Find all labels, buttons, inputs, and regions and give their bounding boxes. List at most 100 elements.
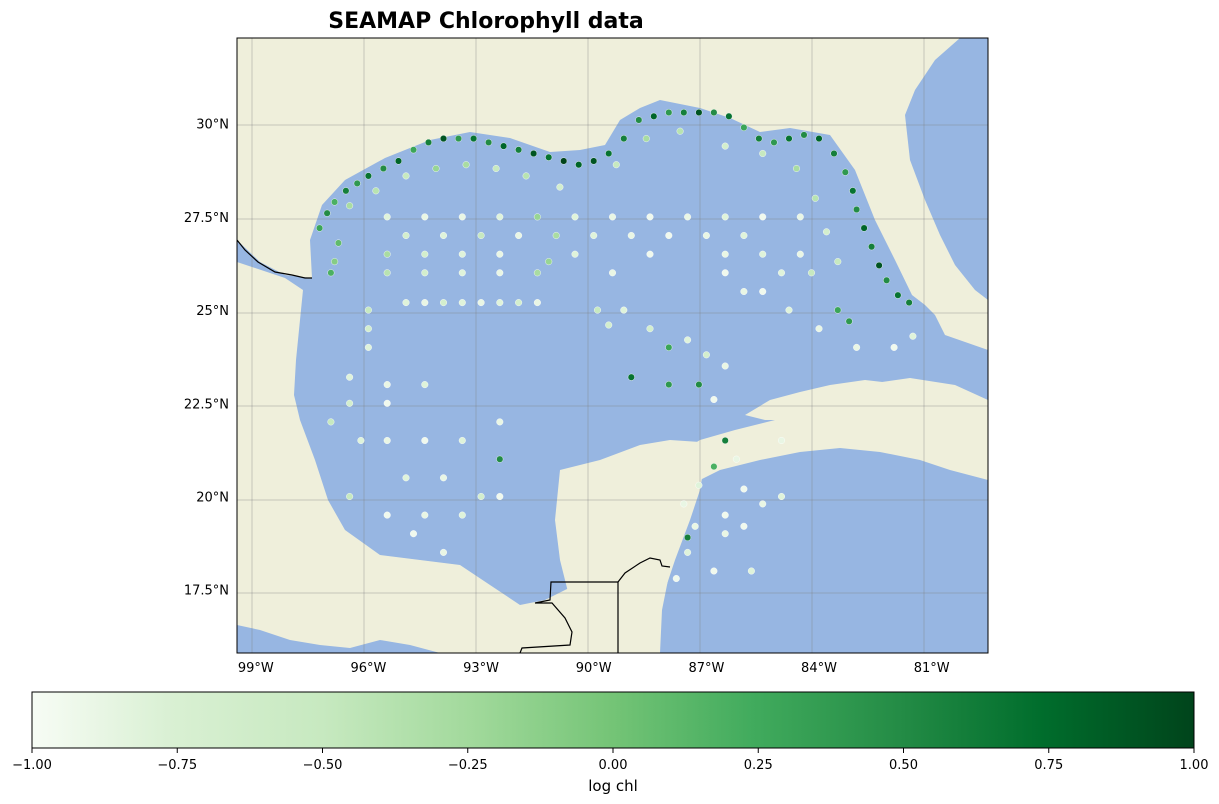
chlorophyll-point bbox=[702, 231, 710, 239]
map-frame bbox=[236, 37, 989, 654]
chlorophyll-point bbox=[695, 108, 703, 116]
map-gridlines bbox=[237, 38, 988, 653]
longitude-tick-labels: 99°W 96°W 93°W 90°W 87°W 84°W 81°W bbox=[238, 661, 950, 676]
chlorophyll-point bbox=[364, 306, 372, 314]
chlorophyll-point bbox=[522, 172, 530, 180]
chlorophyll-point bbox=[665, 108, 673, 116]
chlorophyll-point bbox=[477, 299, 485, 307]
chlorophyll-point bbox=[485, 138, 493, 146]
chlorophyll-point bbox=[890, 343, 898, 351]
chlorophyll-point bbox=[421, 299, 429, 307]
chlorophyll-point bbox=[383, 511, 391, 519]
chlorophyll-point bbox=[402, 474, 410, 482]
chlorophyll-point bbox=[759, 288, 767, 296]
chlorophyll-point bbox=[849, 187, 857, 195]
chlorophyll-point bbox=[383, 437, 391, 445]
chlorophyll-point bbox=[421, 511, 429, 519]
chlorophyll-point bbox=[496, 493, 504, 501]
chlorophyll-point bbox=[477, 231, 485, 239]
chlorophyll-point bbox=[515, 299, 523, 307]
chlorophyll-point bbox=[721, 511, 729, 519]
chlorophyll-point bbox=[909, 332, 917, 340]
chlorophyll-point bbox=[853, 343, 861, 351]
chlorophyll-point bbox=[590, 231, 598, 239]
chlorophyll-point bbox=[410, 530, 418, 538]
chlorophyll-point bbox=[500, 142, 508, 150]
chlorophyll-point bbox=[815, 325, 823, 333]
chlorophyll-point bbox=[759, 149, 767, 157]
chlorophyll-point bbox=[575, 161, 583, 169]
chlorophyll-point bbox=[684, 213, 692, 221]
longitude-tick-label: 96°W bbox=[350, 661, 386, 676]
chlorophyll-point bbox=[646, 325, 654, 333]
chlorophyll-point bbox=[383, 269, 391, 277]
chlorophyll-point bbox=[665, 381, 673, 389]
chlorophyll-point bbox=[357, 437, 365, 445]
chlorophyll-point bbox=[545, 153, 553, 161]
colorbar-tick-label: 0.25 bbox=[744, 758, 773, 773]
chlorophyll-point bbox=[721, 213, 729, 221]
chlorophyll-point bbox=[747, 567, 755, 575]
latitude-tick-label: 20°N bbox=[196, 491, 229, 506]
chlorophyll-point bbox=[740, 485, 748, 493]
chlorophyll-point bbox=[650, 112, 658, 120]
chlorophyll-point bbox=[642, 135, 650, 143]
chlorophyll-point bbox=[808, 269, 816, 277]
chlorophyll-point bbox=[346, 202, 354, 210]
chlorophyll-point bbox=[331, 258, 339, 266]
chlorophyll-point bbox=[740, 231, 748, 239]
longitude-tick-label: 93°W bbox=[463, 661, 499, 676]
chlorophyll-point bbox=[316, 224, 324, 232]
chlorophyll-point bbox=[883, 276, 891, 284]
chlorophyll-point bbox=[364, 343, 372, 351]
chlorophyll-point bbox=[421, 213, 429, 221]
chlorophyll-point bbox=[778, 493, 786, 501]
us-mexico-border bbox=[237, 239, 312, 279]
chlorophyll-point bbox=[684, 548, 692, 556]
chlorophyll-point bbox=[440, 231, 448, 239]
colorbar: −1.00 −0.75 −0.50 −0.25 0.00 0.25 0.50 0.75 1.00… bbox=[12, 691, 1208, 795]
chlorophyll-point bbox=[458, 250, 466, 258]
chlorophyll-point bbox=[323, 209, 331, 217]
chlorophyll-point bbox=[421, 437, 429, 445]
chlorophyll-point bbox=[571, 213, 579, 221]
chlorophyll-point bbox=[383, 213, 391, 221]
yucatan-peninsula bbox=[555, 440, 705, 605]
chlorophyll-point bbox=[740, 522, 748, 530]
latitude-tick-label: 25°N bbox=[196, 304, 229, 319]
mexico-guatemala-border bbox=[519, 581, 619, 653]
chlorophyll-point bbox=[556, 183, 564, 191]
chlorophyll-point bbox=[695, 381, 703, 389]
chlorophyll-point bbox=[496, 269, 504, 277]
chlorophyll-point bbox=[845, 317, 853, 325]
chlorophyll-point bbox=[796, 213, 804, 221]
chlorophyll-point bbox=[496, 250, 504, 258]
chlorophyll-point bbox=[496, 455, 504, 463]
colorbar-tick-label: −1.00 bbox=[12, 758, 52, 773]
chlorophyll-point bbox=[778, 269, 786, 277]
atlantic-ocean bbox=[905, 38, 988, 300]
chlorophyll-point bbox=[327, 418, 335, 426]
latitude-tick-label: 30°N bbox=[196, 118, 229, 133]
chlorophyll-point bbox=[759, 213, 767, 221]
chlorophyll-point bbox=[627, 373, 635, 381]
chlorophyll-point bbox=[552, 231, 560, 239]
latitude-tick-labels: 17.5°N 20°N 22.5°N 25°N 27.5°N 30°N bbox=[184, 118, 229, 599]
chlorophyll-point bbox=[684, 336, 692, 344]
chlorophyll-point bbox=[823, 228, 831, 236]
scatter-points bbox=[316, 108, 917, 583]
guatemala-belize-border bbox=[617, 557, 671, 583]
chlorophyll-point bbox=[533, 213, 541, 221]
chlorophyll-point bbox=[458, 269, 466, 277]
cuba-island bbox=[745, 380, 988, 442]
chlorophyll-point bbox=[875, 261, 883, 269]
chlorophyll-point bbox=[672, 575, 680, 583]
chlorophyll-point bbox=[545, 258, 553, 266]
longitude-tick-label: 99°W bbox=[238, 661, 274, 676]
chlorophyll-point bbox=[402, 172, 410, 180]
chlorophyll-point bbox=[755, 135, 763, 143]
chlorophyll-point bbox=[342, 187, 350, 195]
chlorophyll-point bbox=[383, 381, 391, 389]
chlorophyll-point bbox=[421, 381, 429, 389]
chlorophyll-point bbox=[353, 179, 361, 187]
